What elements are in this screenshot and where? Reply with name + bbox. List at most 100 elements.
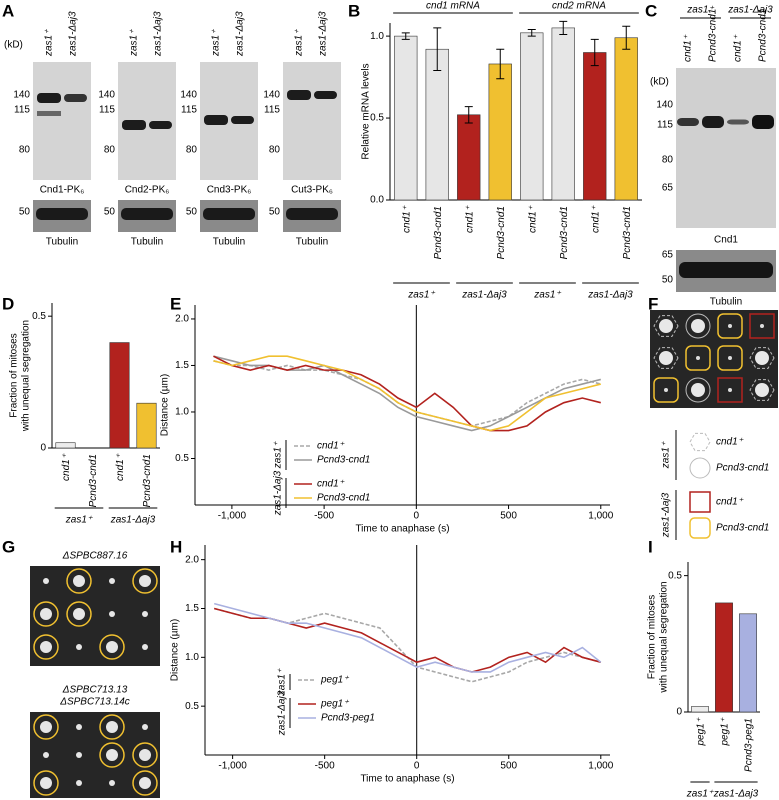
colony (106, 749, 118, 761)
band (204, 115, 228, 125)
group-label: zas1⁺ (277, 668, 288, 696)
lane-label: cnd1⁺ (683, 34, 694, 62)
outline-rounded (689, 517, 711, 539)
y-tick-label: 0.5 (185, 701, 199, 712)
x-tick-label: Pcnd3-cnd1 (433, 206, 444, 259)
error-bar (559, 20, 568, 35)
blot (676, 68, 776, 228)
plate-title: ΔSPBC887.16 (62, 551, 128, 562)
y-tick-label: 1.0 (370, 31, 384, 42)
blot-caption: Cnd2-PK₆ (125, 185, 170, 196)
x-tick-label: Pcnd3-cnd1 (622, 206, 633, 259)
colony (691, 383, 705, 397)
x-tick-label: 1,000 (588, 761, 613, 772)
colony (664, 388, 668, 392)
x-tick-label: peg1⁺ (720, 717, 731, 746)
bar (394, 35, 418, 201)
colony (40, 777, 52, 789)
y-tick-label: 1.5 (175, 360, 189, 371)
outline-hex (653, 347, 679, 369)
outline-circle (33, 601, 59, 627)
y-tick-label: 0 (676, 707, 682, 718)
strain-label: zas1⁺ (294, 29, 305, 57)
strain-label: zas1-Δaj3 (110, 515, 156, 526)
marker-label: 80 (269, 145, 281, 156)
band (64, 94, 87, 102)
band (37, 111, 61, 116)
x-tick-label: cnd1⁺ (464, 205, 475, 233)
outline-circle (132, 770, 158, 796)
colony (659, 351, 673, 365)
strain-label: zas1⁺ (686, 5, 714, 16)
outline-hex (653, 315, 679, 337)
panel-label: H (170, 537, 182, 556)
y-tick-label: 0.5 (668, 570, 682, 581)
colony (106, 641, 118, 653)
colony (73, 575, 85, 587)
x-tick-label: cnd1⁺ (527, 205, 538, 233)
blot-caption: Cnd1 (714, 235, 738, 246)
legend-label: Pcnd3-cnd1 (716, 523, 769, 534)
legend-label: cnd1⁺ (716, 497, 744, 508)
band (37, 93, 61, 103)
marker-label: 115 (99, 105, 115, 116)
lane-label: cnd1⁺ (733, 34, 744, 62)
x-axis-label: Time to anaphase (s) (355, 524, 449, 535)
colony (106, 721, 118, 733)
band (203, 208, 255, 220)
series-line (213, 355, 601, 432)
strain-label: zas1-Δaj3 (713, 789, 759, 800)
blot (33, 62, 91, 180)
outline-circle (33, 634, 59, 660)
y-tick-label: 0.5 (175, 453, 189, 464)
series-line (213, 360, 601, 427)
colony (109, 780, 115, 786)
outline-square (749, 313, 775, 339)
colony (109, 578, 115, 584)
colony (760, 324, 764, 328)
blot-caption: Tubulin (46, 237, 78, 248)
error-bar (590, 38, 599, 67)
y-tick-label: 0.0 (370, 195, 384, 206)
x-tick-label: 0 (414, 511, 420, 522)
error-bar (401, 32, 410, 40)
outline-circle (33, 770, 59, 796)
colony (76, 780, 82, 786)
band (752, 115, 774, 129)
colony (139, 777, 151, 789)
lane-label: Pcnd3-cnd1 (708, 9, 719, 62)
x-tick-label: peg1⁺ (696, 717, 707, 746)
bar (425, 48, 449, 201)
plate-title: ΔSPBC713.14c (59, 697, 130, 708)
outline-rounded (717, 313, 743, 339)
outline-circle (689, 457, 711, 479)
x-tick-label: 500 (500, 761, 517, 772)
outline-square (689, 491, 711, 513)
x-tick-label: -500 (314, 511, 334, 522)
colony (76, 724, 82, 730)
marker-label: 50 (186, 207, 198, 218)
band (121, 208, 173, 220)
y-tick-label: 1.5 (185, 603, 199, 614)
strain-label: zas1-Δaj3 (727, 5, 773, 16)
panel-label: B (348, 1, 360, 20)
x-tick-label: -500 (315, 761, 335, 772)
marker-label: 115 (14, 105, 30, 116)
x-axis-label: Time to anaphase (s) (360, 774, 454, 785)
legend-label: cnd1⁺ (716, 437, 744, 448)
y-axis-label: with unequal segregation (21, 320, 32, 432)
outline-circle (66, 601, 92, 627)
error-bar (496, 48, 505, 80)
marker-label: 50 (662, 275, 674, 286)
panel-label: A (2, 1, 14, 20)
x-tick-label: 0 (414, 761, 420, 772)
bar (691, 706, 709, 713)
outline-circle (685, 313, 711, 339)
colony (691, 319, 705, 333)
legend-label: Pcnd3-peg1 (321, 713, 375, 724)
marker-label: 115 (657, 120, 673, 131)
marker-label: 80 (662, 155, 674, 166)
strain-label: zas1⁺ (211, 29, 222, 57)
header-label: cnd1 mRNA (426, 1, 480, 12)
outline-rounded (653, 377, 679, 403)
